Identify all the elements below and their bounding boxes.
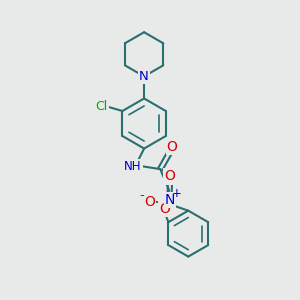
Text: -: - — [140, 189, 144, 203]
Text: O: O — [144, 195, 155, 209]
Text: O: O — [165, 169, 176, 184]
Text: N: N — [139, 70, 149, 83]
Text: NH: NH — [124, 160, 142, 173]
Text: O: O — [159, 202, 170, 216]
Text: N: N — [165, 193, 175, 207]
Text: O: O — [167, 140, 178, 154]
Text: +: + — [172, 187, 182, 200]
Text: Cl: Cl — [96, 100, 108, 113]
